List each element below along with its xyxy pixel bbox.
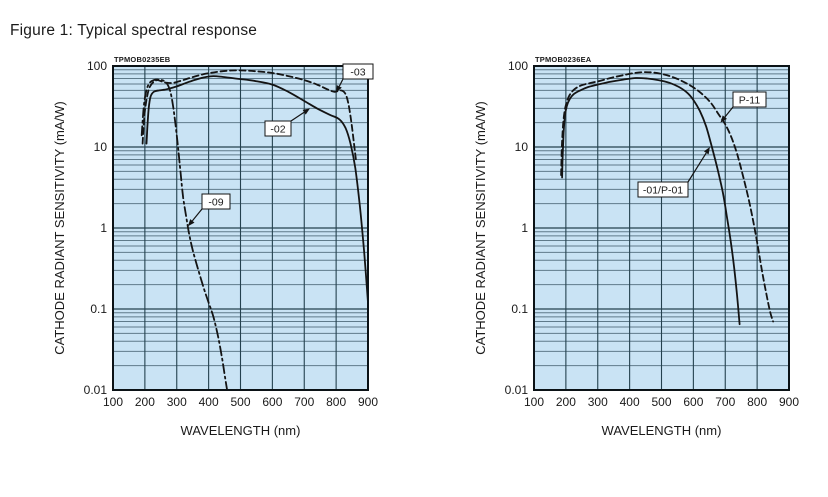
annotation-leader-line	[290, 111, 305, 122]
y-tick-label: 100	[508, 59, 528, 73]
plot-border	[112, 65, 369, 391]
plot-border	[533, 65, 790, 391]
x-tick-label: 500	[230, 395, 250, 409]
curves	[140, 69, 369, 391]
annotation-label: -01/P-01	[643, 185, 683, 197]
annotation-arrowhead	[336, 85, 342, 93]
annotation-label: -09	[208, 197, 223, 209]
curve--01/P-01	[561, 77, 741, 326]
y-tick-label: 0.1	[511, 302, 528, 316]
x-axis-tick-labels: 100 200 300 400 500 600 700 800 900	[103, 395, 378, 409]
annotation-arrowhead	[703, 147, 710, 155]
curves	[560, 71, 774, 326]
annotation-box	[201, 193, 231, 210]
x-axis-title: WAVELENGTH (nm)	[181, 423, 301, 438]
annotation-label: -03	[350, 67, 365, 79]
x-tick-label: 300	[588, 395, 608, 409]
x-tick-label: 400	[199, 395, 219, 409]
y-tick-label: 0.01	[84, 383, 108, 397]
x-tick-label: 900	[779, 395, 799, 409]
y-tick-label: 10	[515, 140, 529, 154]
annotation-leader-line	[338, 78, 344, 87]
annotation-leader-line	[191, 208, 203, 222]
x-tick-label: 400	[620, 395, 640, 409]
y-axis-title: CATHODE RADIANT SENSITIVITY (mA/W)	[52, 101, 67, 355]
annotation-box	[637, 181, 689, 198]
annotation-box	[342, 63, 374, 80]
annotation--03: -03	[336, 63, 374, 93]
annotation-box	[264, 120, 292, 137]
x-tick-label: 200	[556, 395, 576, 409]
x-tick-label: 300	[167, 395, 187, 409]
y-tick-label: 1	[521, 221, 528, 235]
curve--03	[141, 69, 357, 161]
annotation-label: P-11	[739, 95, 761, 107]
annotation-P-11: P-11	[720, 91, 767, 123]
x-tick-label: 100	[103, 395, 123, 409]
annotation-arrowhead	[302, 108, 310, 115]
x-tick-label: 200	[135, 395, 155, 409]
curve-P-11	[560, 71, 774, 323]
x-tick-label: 700	[294, 395, 314, 409]
y-tick-label: 0.01	[505, 383, 529, 397]
annotation--09: -09	[187, 193, 231, 227]
curve--02	[145, 75, 369, 304]
x-tick-label: 500	[651, 395, 671, 409]
x-tick-label: 800	[326, 395, 346, 409]
x-tick-label: 600	[683, 395, 703, 409]
y-tick-label: 100	[87, 59, 107, 73]
x-tick-label: 700	[715, 395, 735, 409]
y-axis-tick-labels: 100 10 1 0.1 0.01	[84, 59, 108, 397]
chart-id-label: TPMOB0236EA	[535, 55, 592, 64]
y-tick-label: 10	[94, 140, 108, 154]
x-axis-title: WAVELENGTH (nm)	[602, 423, 722, 438]
annotation-leader-line	[687, 152, 707, 183]
y-tick-label: 1	[100, 221, 107, 235]
annotation-label: -02	[270, 124, 285, 136]
chart-id-label: TPMOB0235EB	[114, 55, 171, 64]
x-axis-tick-labels: 100 200 300 400 500 600 700 800 900	[524, 395, 799, 409]
annotation--02: -02	[264, 108, 310, 137]
x-tick-label: 800	[747, 395, 767, 409]
annotation-box	[732, 91, 767, 108]
curve--09	[140, 78, 228, 391]
y-tick-label: 0.1	[90, 302, 107, 316]
figure-title: Figure 1: Typical spectral response	[10, 22, 258, 39]
annotation-leader-line	[724, 106, 734, 118]
annotation-arrowhead	[187, 219, 195, 227]
x-tick-label: 900	[358, 395, 378, 409]
annotation--01/P-01: -01/P-01	[637, 147, 710, 198]
annotation-arrowhead	[720, 115, 727, 123]
x-tick-label: 100	[524, 395, 544, 409]
y-axis-title: CATHODE RADIANT SENSITIVITY (mA/W)	[473, 101, 488, 355]
x-tick-label: 600	[262, 395, 282, 409]
y-axis-tick-labels: 100 10 1 0.1 0.01	[505, 59, 529, 397]
